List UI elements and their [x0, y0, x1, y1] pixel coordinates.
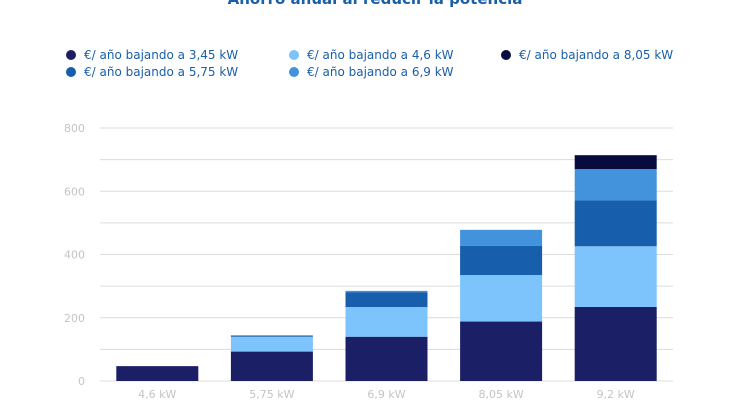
legend-item: €/ año bajando a 4,6 kW	[289, 48, 454, 62]
legend-item: €/ año bajando a 5,75 kW	[66, 65, 238, 79]
x-tick-label: 9,2 kW	[597, 388, 635, 401]
bar-segment	[460, 275, 543, 322]
legend-label: €/ año bajando a 5,75 kW	[84, 65, 238, 79]
legend-item: €/ año bajando a 8,05 kW	[501, 48, 673, 62]
legend-label: €/ año bajando a 8,05 kW	[519, 48, 673, 62]
bar-segment	[116, 366, 199, 381]
legend-marker	[501, 50, 511, 60]
bar-segment	[230, 351, 313, 381]
bar-segment	[574, 246, 657, 307]
bar-segment	[574, 169, 657, 201]
x-tick-label: 5,75 kW	[249, 388, 294, 401]
y-tick-label: 200	[64, 312, 85, 325]
x-axis: 4,6 kW 5,75 kW 6,9 kW 8,05 kW 9,2 kW	[138, 388, 635, 401]
bar-segment	[574, 306, 657, 381]
y-tick-label: 0	[78, 375, 85, 388]
bar-segment	[230, 336, 313, 352]
legend-marker	[66, 50, 76, 60]
bars	[116, 155, 657, 381]
bar-segment	[345, 292, 428, 307]
legend-label: €/ año bajando a 6,9 kW	[307, 65, 454, 79]
bar-segment	[345, 290, 428, 293]
y-tick-label: 800	[64, 122, 85, 135]
legend-marker	[289, 50, 299, 60]
chart-title: Ahorro anual al reducir la potencia	[228, 0, 523, 8]
bar-segment	[345, 306, 428, 337]
y-tick-label: 400	[64, 249, 85, 262]
legend-marker	[289, 67, 299, 77]
y-tick-label: 600	[64, 185, 85, 198]
legend-item: €/ año bajando a 3,45 kW	[66, 48, 238, 62]
legend-label: €/ año bajando a 4,6 kW	[307, 48, 454, 62]
bar-segment	[574, 155, 657, 170]
legend-item: €/ año bajando a 6,9 kW	[289, 65, 454, 79]
x-tick-label: 4,6 kW	[138, 388, 176, 401]
bar-segment	[574, 200, 657, 247]
x-tick-label: 6,9 kW	[367, 388, 405, 401]
bar-segment	[230, 335, 313, 337]
x-tick-label: 8,05 kW	[478, 388, 523, 401]
bar-segment	[345, 336, 428, 381]
bar-segment	[460, 321, 543, 381]
legend: €/ año bajando a 3,45 kW €/ año bajando a…	[66, 48, 673, 79]
legend-label: €/ año bajando a 3,45 kW	[84, 48, 238, 62]
y-axis: 0 200 400 600 800	[64, 122, 85, 388]
bar-segment	[460, 229, 543, 246]
bar-segment	[460, 245, 543, 276]
gridlines	[100, 127, 673, 382]
legend-marker	[66, 67, 76, 77]
